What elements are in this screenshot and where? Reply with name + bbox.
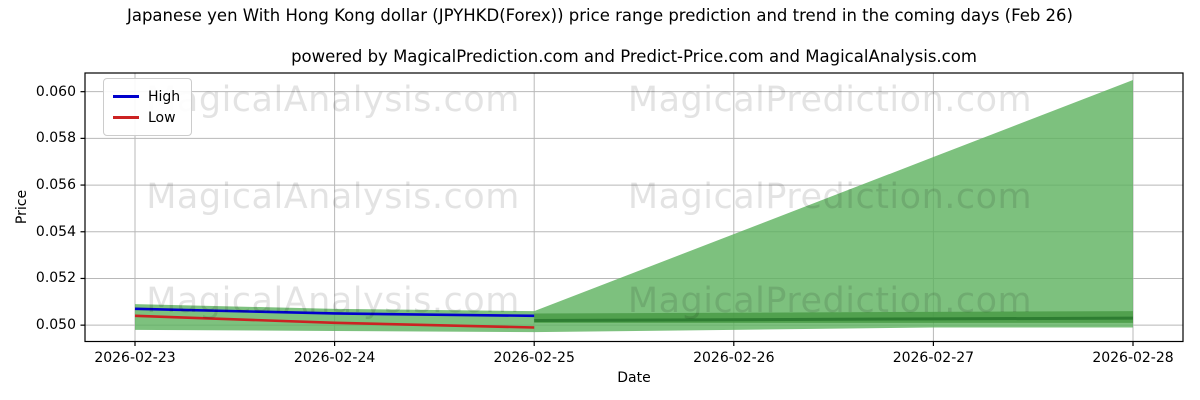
- y-tick-label: 0.052: [35, 270, 76, 287]
- x-tick-label: 2026-02-26: [693, 349, 775, 366]
- x-tick-label: 2026-02-25: [493, 349, 575, 366]
- legend-label: Low: [148, 109, 176, 126]
- y-tick-label: 0.060: [35, 83, 76, 100]
- legend-line-icon: [113, 116, 139, 119]
- legend-label: High: [148, 88, 181, 105]
- legend: High Low: [103, 78, 193, 136]
- x-tick-label: 2026-02-27: [892, 349, 975, 366]
- y-tick-label: 0.058: [35, 130, 76, 147]
- y-tick-label: 0.054: [35, 223, 76, 240]
- legend-item-high: High: [113, 86, 180, 107]
- y-tick-label: 0.056: [35, 177, 76, 194]
- series-forecast: [534, 316, 1134, 322]
- plot-border: [84, 72, 1184, 343]
- chart-subtitle: powered by MagicalPrediction.com and Pre…: [291, 47, 977, 66]
- x-axis-label: Date: [617, 370, 651, 386]
- legend-line-icon: [113, 95, 139, 98]
- y-axis-label: Price: [14, 189, 30, 225]
- chart-title: Japanese yen With Hong Kong dollar (JPYH…: [126, 6, 1073, 25]
- legend-item-low: Low: [113, 107, 180, 128]
- band-forecast-cone: [534, 80, 1133, 333]
- series-low: [134, 314, 535, 329]
- x-tick-label: 2026-02-23: [94, 349, 176, 366]
- x-tick-label: 2026-02-24: [293, 349, 376, 366]
- series-high: [134, 307, 535, 318]
- y-tick-label: 0.050: [35, 317, 76, 334]
- x-tick-label: 2026-02-28: [1092, 349, 1174, 366]
